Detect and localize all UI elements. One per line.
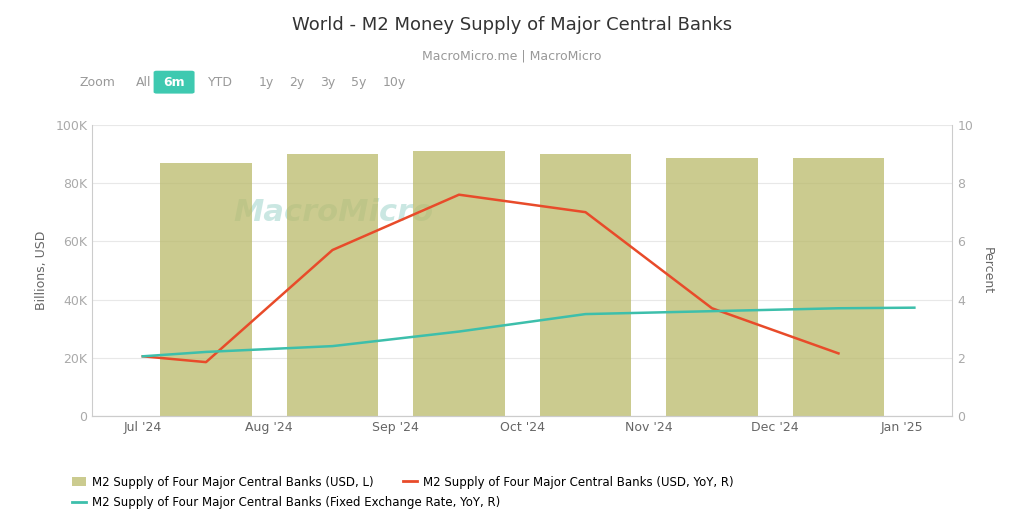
Bar bbox=[667, 158, 758, 416]
Legend: M2 Supply of Four Major Central Banks (USD, L), M2 Supply of Four Major Central : M2 Supply of Four Major Central Banks (U… bbox=[68, 471, 738, 493]
Text: 1y: 1y bbox=[259, 75, 273, 88]
Text: World - M2 Money Supply of Major Central Banks: World - M2 Money Supply of Major Central… bbox=[292, 16, 732, 34]
Text: All: All bbox=[135, 75, 152, 88]
Text: MacroMicro.me | MacroMicro: MacroMicro.me | MacroMicro bbox=[422, 49, 602, 62]
Bar bbox=[540, 154, 631, 416]
Y-axis label: Billions, USD: Billions, USD bbox=[36, 231, 48, 310]
Text: 10y: 10y bbox=[383, 75, 406, 88]
Text: YTD: YTD bbox=[208, 75, 232, 88]
Legend: M2 Supply of Four Major Central Banks (Fixed Exchange Rate, YoY, R): M2 Supply of Four Major Central Banks (F… bbox=[68, 491, 505, 514]
Text: Zoom: Zoom bbox=[79, 75, 116, 88]
Text: MacroMicro: MacroMicro bbox=[232, 198, 433, 227]
Text: 6m: 6m bbox=[163, 75, 185, 88]
Text: 3y: 3y bbox=[321, 75, 335, 88]
Bar bbox=[414, 151, 505, 416]
Bar bbox=[793, 158, 884, 416]
Text: 2y: 2y bbox=[290, 75, 304, 88]
Text: 5y: 5y bbox=[350, 75, 367, 88]
Bar bbox=[287, 154, 378, 416]
Bar bbox=[161, 163, 252, 416]
Y-axis label: Percent: Percent bbox=[981, 247, 994, 294]
